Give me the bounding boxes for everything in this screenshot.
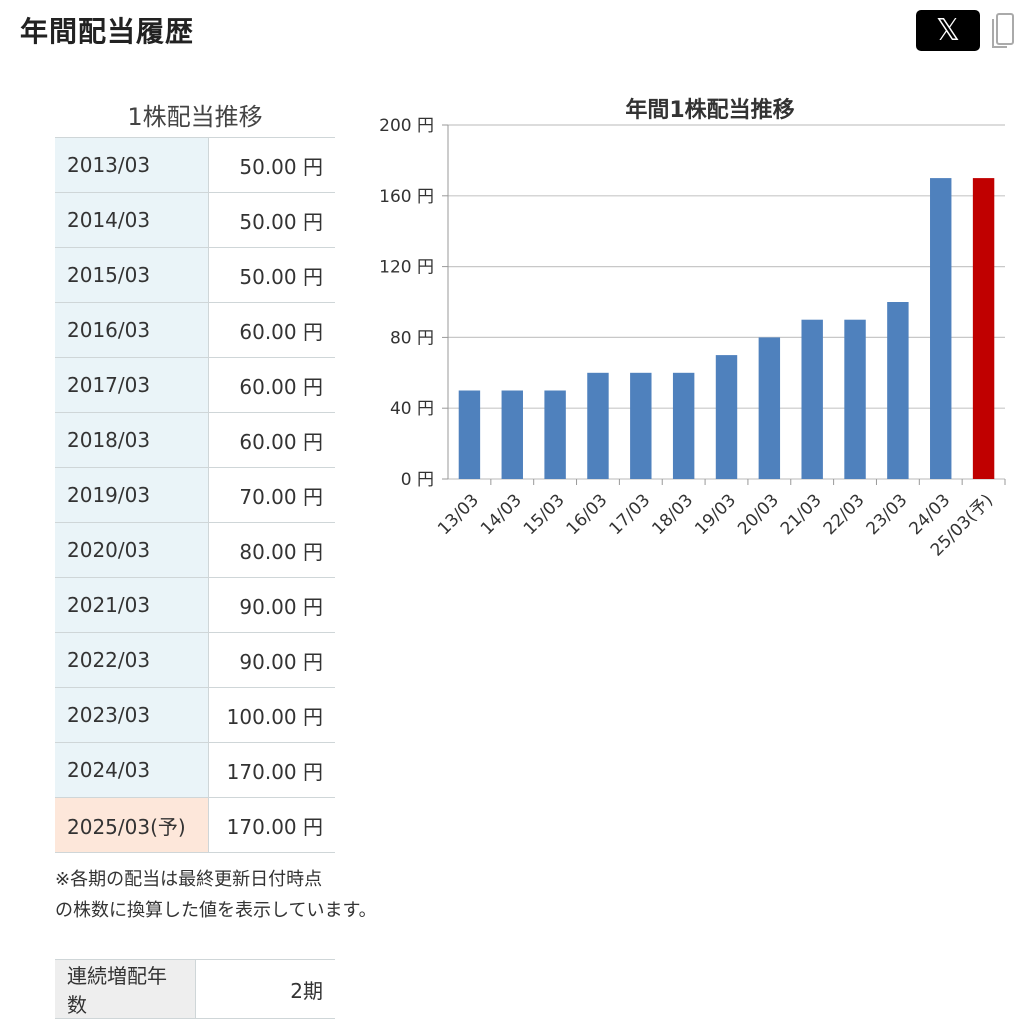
dividend-year: 2020/03 bbox=[55, 522, 209, 578]
dividend-amount: 60.00 円 bbox=[208, 302, 335, 358]
bar bbox=[801, 319, 823, 479]
dividend-year: 2015/03 bbox=[55, 247, 209, 303]
dividend-year: 2021/03 bbox=[55, 577, 209, 633]
dividend-amount: 70.00 円 bbox=[208, 467, 335, 523]
dividend-table-title: 1株配当推移 bbox=[127, 103, 263, 131]
dividend-table: 2013/03 50.00 円 2014/03 50.00 円 2015/03 50.00… bbox=[55, 137, 335, 853]
y-tick-label: 120 円 bbox=[379, 258, 434, 278]
chart-title: 年間1株配当推移 bbox=[625, 97, 794, 123]
dividend-year: 2013/03 bbox=[55, 137, 209, 193]
dividend-year: 2017/03 bbox=[55, 357, 209, 413]
x-tick-label: 14/03 bbox=[477, 490, 526, 539]
dividend-year: 2025/03(予) bbox=[55, 797, 209, 853]
dividend-row: 2021/03 90.00 円 bbox=[55, 577, 335, 633]
y-tick-label: 0 円 bbox=[401, 470, 434, 490]
dividend-row: 2016/03 60.00 円 bbox=[55, 302, 335, 358]
dividend-amount: 80.00 円 bbox=[208, 522, 335, 578]
dividend-year: 2024/03 bbox=[55, 742, 209, 798]
y-tick-label: 80 円 bbox=[390, 328, 434, 348]
note-line-2: の株数に換算した値を表示しています。 bbox=[55, 900, 377, 921]
dividend-row: 2017/03 60.00 円 bbox=[55, 357, 335, 413]
dividend-amount: 90.00 円 bbox=[208, 577, 335, 633]
bar bbox=[501, 390, 523, 479]
streak-label: 連続増配年数 bbox=[55, 959, 196, 1019]
dividend-amount: 170.00 円 bbox=[208, 797, 335, 853]
x-tick-label: 17/03 bbox=[606, 490, 655, 539]
dividend-row: 2025/03(予) 170.00 円 bbox=[55, 797, 335, 853]
dividend-amount: 50.00 円 bbox=[208, 247, 335, 303]
dividend-amount: 60.00 円 bbox=[208, 412, 335, 468]
streak-value: 2期 bbox=[195, 959, 335, 1019]
forecast-bar bbox=[972, 178, 995, 479]
streak-row: 連続増配年数 2期 bbox=[55, 959, 335, 1019]
dividend-row: 2022/03 90.00 円 bbox=[55, 632, 335, 688]
dividend-year: 2019/03 bbox=[55, 467, 209, 523]
streak-table: 連続増配年数 2期 bbox=[55, 959, 335, 1019]
dividend-amount: 50.00 円 bbox=[208, 192, 335, 248]
x-tick-label: 19/03 bbox=[691, 490, 740, 539]
dividend-year: 2022/03 bbox=[55, 632, 209, 688]
dividend-row: 2018/03 60.00 円 bbox=[55, 412, 335, 468]
x-tick-label: 18/03 bbox=[648, 490, 697, 539]
dividend-amount: 100.00 円 bbox=[208, 687, 335, 743]
x-tick-label: 22/03 bbox=[820, 490, 869, 539]
bar bbox=[544, 390, 566, 479]
bar bbox=[587, 372, 609, 479]
bar bbox=[672, 372, 695, 479]
bar bbox=[758, 337, 781, 479]
dividend-row: 2023/03 100.00 円 bbox=[55, 687, 335, 743]
x-tick-label: 16/03 bbox=[563, 490, 612, 539]
bar bbox=[887, 302, 909, 479]
y-tick-label: 200 円 bbox=[379, 116, 434, 136]
y-tick-label: 40 円 bbox=[390, 399, 434, 419]
x-tick-label: 13/03 bbox=[434, 490, 483, 539]
dividend-year: 2016/03 bbox=[55, 302, 209, 358]
bar bbox=[930, 178, 952, 479]
note-line-1: ※各期の配当は最終更新日付時点 bbox=[55, 869, 323, 890]
x-tick-label: 15/03 bbox=[520, 490, 569, 539]
x-tick-label: 20/03 bbox=[734, 490, 783, 539]
dividend-year: 2014/03 bbox=[55, 192, 209, 248]
dividend-note: ※各期の配当は最終更新日付時点 の株数に換算した値を表示しています。 bbox=[55, 864, 377, 926]
share-x-button[interactable]: 𝕏 bbox=[916, 10, 980, 51]
x-tick-label: 21/03 bbox=[777, 490, 826, 539]
dividend-row: 2020/03 80.00 円 bbox=[55, 522, 335, 578]
dividend-amount: 60.00 円 bbox=[208, 357, 335, 413]
dividend-year: 2023/03 bbox=[55, 687, 209, 743]
dividend-row: 2014/03 50.00 円 bbox=[55, 192, 335, 248]
dividend-amount: 170.00 円 bbox=[208, 742, 335, 798]
dividend-amount: 90.00 円 bbox=[208, 632, 335, 688]
bar bbox=[715, 355, 738, 479]
bar bbox=[630, 372, 652, 479]
dividend-row: 2013/03 50.00 円 bbox=[55, 137, 335, 193]
bar bbox=[458, 390, 481, 479]
dividend-bar-chart: 年間1株配当推移 0 円 40 円 80 円 120 円 160 円 200 円 13/0… bbox=[379, 97, 1006, 561]
dividend-row: 2015/03 50.00 円 bbox=[55, 247, 335, 303]
dividend-row: 2024/03 170.00 円 bbox=[55, 742, 335, 798]
dividend-amount: 50.00 円 bbox=[208, 137, 335, 193]
x-tick-label: 23/03 bbox=[863, 490, 912, 539]
dividend-year: 2018/03 bbox=[55, 412, 209, 468]
bar bbox=[844, 319, 866, 479]
copy-icon[interactable] bbox=[989, 12, 1015, 50]
dividend-row: 2019/03 70.00 円 bbox=[55, 467, 335, 523]
page-title: 年間配当履歴 bbox=[20, 15, 195, 48]
y-tick-label: 160 円 bbox=[379, 187, 434, 207]
